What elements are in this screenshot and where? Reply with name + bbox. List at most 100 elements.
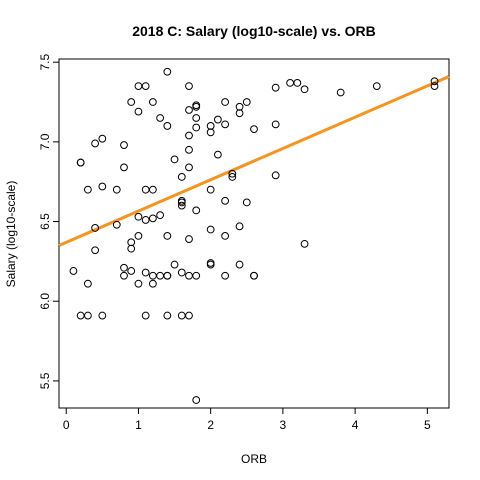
x-tick-label: 4	[352, 418, 359, 432]
data-point	[177, 173, 186, 181]
data-point	[141, 185, 150, 194]
data-point	[235, 109, 244, 118]
data-point	[91, 246, 100, 255]
data-point	[185, 106, 193, 114]
data-point	[228, 169, 237, 178]
data-point	[235, 222, 244, 231]
data-point	[192, 396, 201, 404]
data-point	[76, 311, 85, 320]
x-axis-label: ORB	[241, 452, 267, 466]
data-point	[221, 120, 230, 129]
data-point	[206, 185, 215, 194]
data-point	[163, 311, 172, 320]
y-axis-label: Salary (log10-scale)	[4, 181, 18, 288]
data-point	[213, 115, 222, 124]
x-axis: 0 1 2 3 4 5	[63, 408, 431, 432]
data-point	[192, 123, 201, 132]
data-point	[185, 131, 193, 140]
data-point	[141, 82, 150, 90]
data-point	[141, 216, 150, 224]
data-point	[156, 211, 165, 220]
data-point	[206, 122, 215, 130]
data-point	[192, 206, 201, 215]
data-point	[185, 271, 193, 280]
data-point	[69, 267, 78, 275]
data-point	[112, 220, 121, 229]
data-point	[98, 182, 107, 191]
data-point	[134, 82, 143, 90]
data-point	[83, 185, 92, 194]
y-tick-label: 6.5	[38, 213, 52, 230]
data-point	[170, 260, 179, 269]
data-point	[185, 311, 193, 320]
data-point	[120, 263, 128, 272]
data-point	[134, 107, 143, 116]
regression-line	[58, 75, 450, 247]
data-point	[177, 268, 186, 277]
data-point	[372, 82, 381, 90]
data-point	[250, 125, 258, 134]
x-tick-label: 5	[424, 418, 431, 432]
data-point	[235, 102, 244, 111]
data-point	[221, 271, 230, 280]
data-point	[221, 98, 230, 106]
data-point	[293, 79, 302, 87]
data-point	[134, 231, 143, 240]
data-point	[336, 88, 345, 97]
y-tick-label: 5.5	[38, 372, 52, 389]
data-point	[177, 201, 186, 210]
data-point	[148, 214, 157, 223]
data-point	[206, 259, 215, 267]
data-point	[163, 231, 172, 240]
data-point	[170, 155, 179, 164]
data-point	[206, 260, 215, 269]
data-point	[271, 120, 280, 129]
data-point	[120, 163, 128, 172]
data-point	[235, 260, 244, 269]
data-point	[148, 279, 157, 288]
data-point	[163, 67, 172, 76]
data-point	[228, 173, 237, 181]
data-point	[156, 271, 165, 280]
data-point	[177, 311, 186, 320]
x-tick-label: 0	[63, 418, 70, 432]
data-point	[141, 268, 150, 277]
data-point	[221, 231, 230, 240]
data-point	[127, 98, 136, 106]
data-point	[430, 82, 439, 90]
data-point	[83, 311, 92, 320]
data-point	[185, 235, 193, 243]
data-point	[134, 279, 143, 288]
data-point	[300, 239, 309, 248]
data-point	[148, 98, 157, 106]
data-point	[141, 311, 150, 320]
data-point	[91, 224, 100, 232]
data-point	[250, 271, 258, 280]
data-point	[127, 238, 136, 247]
plot-area	[58, 67, 450, 404]
data-point	[206, 128, 215, 137]
data-point	[242, 198, 251, 207]
data-point	[192, 114, 201, 122]
data-point	[163, 271, 172, 280]
y-tick-label: 7.0	[38, 133, 52, 150]
data-point	[185, 82, 193, 90]
data-point	[76, 158, 85, 167]
data-point	[221, 196, 230, 205]
data-point	[134, 212, 143, 221]
chart-title: 2018 C: Salary (log10-scale) vs. ORB	[132, 23, 376, 39]
data-point	[91, 139, 100, 148]
data-point	[120, 271, 128, 280]
data-point	[148, 185, 157, 194]
y-tick-label: 7.5	[38, 54, 52, 71]
data-point	[430, 77, 439, 86]
x-tick-label: 3	[280, 418, 287, 432]
data-point	[286, 79, 295, 87]
data-point	[206, 225, 215, 234]
data-point	[185, 163, 193, 172]
data-point	[127, 244, 136, 253]
x-tick-label: 2	[207, 418, 214, 432]
data-point	[127, 267, 136, 275]
data-point	[112, 185, 121, 194]
